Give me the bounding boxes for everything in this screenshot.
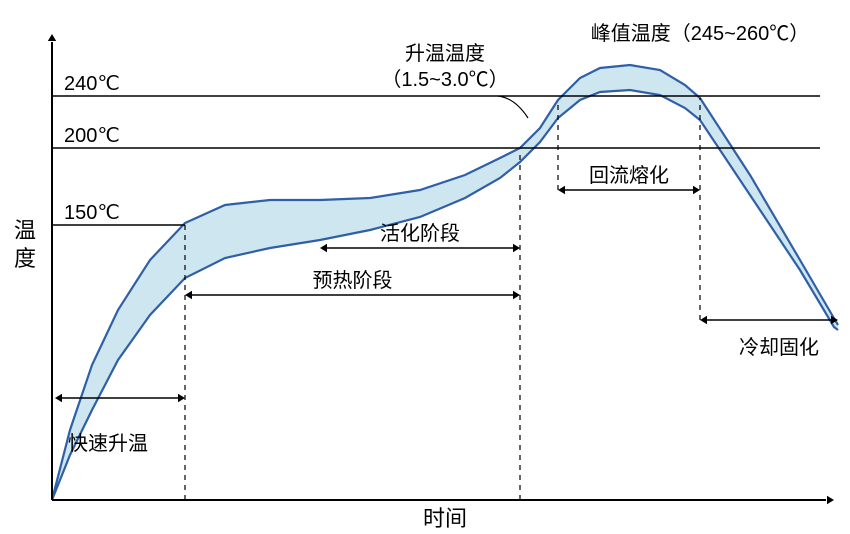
stage-reflow: 回流熔化	[589, 164, 669, 187]
stage-cool: 冷却固化	[739, 336, 819, 359]
stage-activation: 活化阶段	[380, 222, 460, 245]
y-axis-label: 温	[14, 218, 36, 243]
ytick-150: 150℃	[64, 202, 120, 224]
y-axis-label: 度	[14, 246, 36, 271]
anno-peak: 峰值温度（245~260℃）	[591, 22, 809, 45]
x-axis-label: 时间	[423, 506, 467, 531]
anno-ramp-line2: （1.5~3.0℃）	[381, 68, 508, 91]
stage-rapid: 快速升温	[68, 432, 148, 455]
reflow-profile-chart: 150℃ 200℃ 240℃ 温度时间 快速升温 预热阶段 活化阶段 回流熔化冷却固化 升温温度…	[0, 0, 850, 534]
anno-ramp-line1: 升温温度	[405, 42, 485, 65]
ytick-240: 240℃	[64, 73, 120, 95]
stage-preheat: 预热阶段	[313, 269, 393, 292]
ytick-200: 200℃	[64, 125, 120, 147]
